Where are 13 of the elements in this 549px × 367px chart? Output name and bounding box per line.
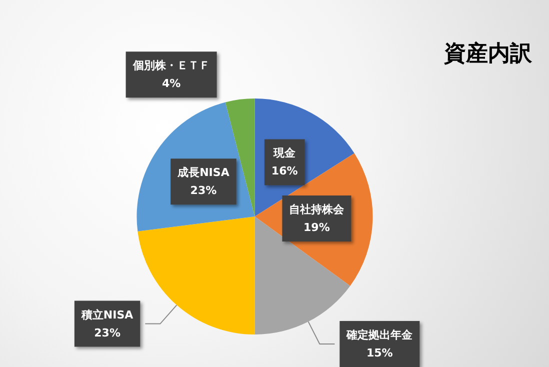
data-label: 23% (94, 326, 120, 340)
data-label: 4% (162, 77, 181, 90)
slice-label: 個別株・ＥＴＦ (132, 59, 210, 72)
data-label: 15% (366, 346, 393, 360)
text: 資産内訳 (443, 40, 533, 66)
slice-label: 積立NISA (80, 308, 134, 322)
slice-label: 成長NISA (176, 166, 230, 180)
slice-label: 現金 (272, 146, 297, 160)
slice-label: 自社持株会 (289, 202, 346, 216)
data-label: 16% (271, 164, 298, 178)
slice-label: 確定拠出年金 (346, 328, 414, 342)
data-label: 19% (304, 220, 330, 234)
data-label: 23% (190, 184, 217, 198)
